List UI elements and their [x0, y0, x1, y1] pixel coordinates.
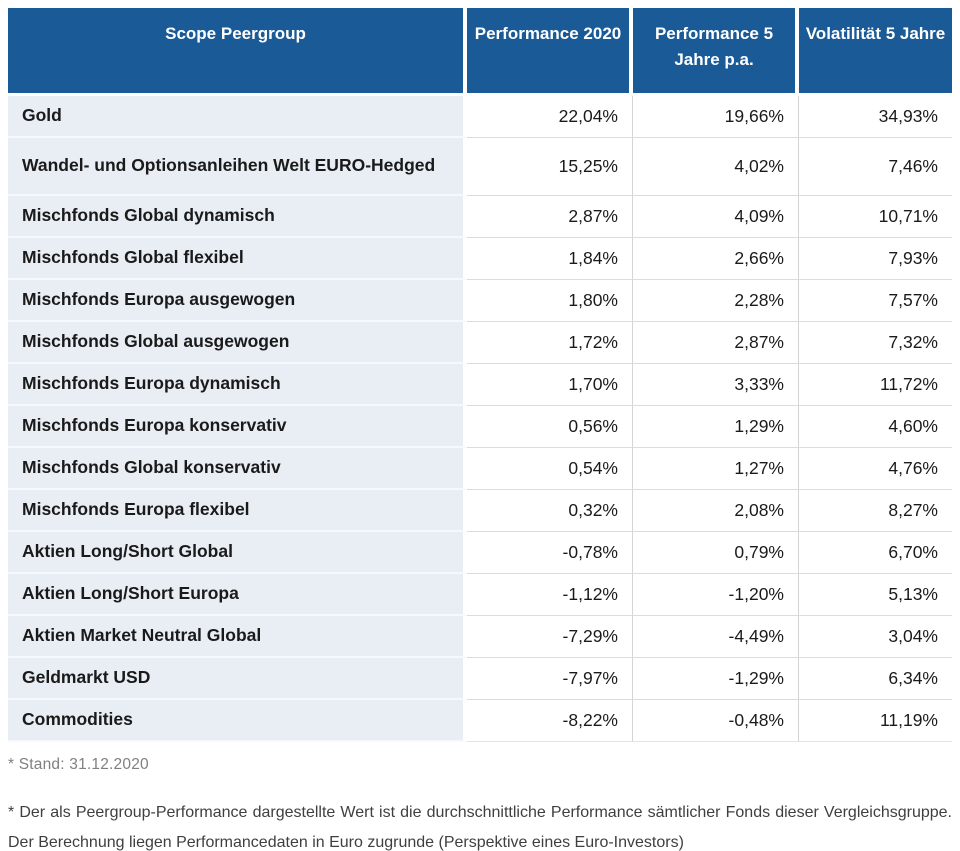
volatility-5y-value: 11,19%: [799, 700, 952, 742]
performance-5y-value: 0,79%: [633, 532, 799, 574]
peergroup-label: Mischfonds Europa flexibel: [8, 490, 467, 532]
performance-5y-value: -4,49%: [633, 616, 799, 658]
performance-5y-value: 4,02%: [633, 138, 799, 196]
volatility-5y-value: 3,04%: [799, 616, 952, 658]
table-row: Mischfonds Global flexibel 1,84% 2,66% 7…: [8, 238, 952, 280]
table-row: Mischfonds Europa flexibel 0,32% 2,08% 8…: [8, 490, 952, 532]
volatility-5y-value: 7,46%: [799, 138, 952, 196]
peergroup-label: Gold: [8, 96, 467, 138]
volatility-5y-value: 8,27%: [799, 490, 952, 532]
peergroup-label: Mischfonds Europa ausgewogen: [8, 280, 467, 322]
peergroup-label: Mischfonds Global konservativ: [8, 448, 467, 490]
peergroup-label: Mischfonds Global dynamisch: [8, 196, 467, 238]
performance-5y-value: -0,48%: [633, 700, 799, 742]
performance-2020-value: 0,32%: [467, 490, 633, 532]
peergroup-label: Commodities: [8, 700, 467, 742]
volatility-5y-value: 10,71%: [799, 196, 952, 238]
header-scope-peergroup: Scope Peergroup: [8, 8, 467, 96]
volatility-5y-value: 7,93%: [799, 238, 952, 280]
table-row: Commodities -8,22% -0,48% 11,19%: [8, 700, 952, 742]
footnote-disclaimer: * Der als Peergroup-Performance dargeste…: [8, 804, 952, 851]
performance-5y-value: 1,29%: [633, 406, 799, 448]
peergroup-label: Geldmarkt USD: [8, 658, 467, 700]
volatility-5y-value: 4,76%: [799, 448, 952, 490]
performance-2020-value: -1,12%: [467, 574, 633, 616]
performance-5y-value: -1,20%: [633, 574, 799, 616]
table-row: Mischfonds Europa konservativ 0,56% 1,29…: [8, 406, 952, 448]
performance-2020-value: 0,56%: [467, 406, 633, 448]
table-row: Mischfonds Global ausgewogen 1,72% 2,87%…: [8, 322, 952, 364]
performance-2020-value: -7,29%: [467, 616, 633, 658]
table-body: Gold 22,04% 19,66% 34,93% Wandel- und Op…: [8, 96, 952, 742]
header-performance-5y: Performance 5 Jahre p.a.: [633, 8, 799, 96]
header-volatility-5y: Volatilität 5 Jahre: [799, 8, 952, 96]
table-row: Wandel- und Optionsanleihen Welt EURO-He…: [8, 138, 952, 196]
volatility-5y-value: 6,34%: [799, 658, 952, 700]
table-row: Geldmarkt USD -7,97% -1,29% 6,34%: [8, 658, 952, 700]
performance-2020-value: -8,22%: [467, 700, 633, 742]
header-performance-2020: Performance 2020: [467, 8, 633, 96]
peergroup-label: Aktien Long/Short Global: [8, 532, 467, 574]
performance-2020-value: 1,72%: [467, 322, 633, 364]
performance-5y-value: 4,09%: [633, 196, 799, 238]
peergroup-label: Mischfonds Europa dynamisch: [8, 364, 467, 406]
table-row: Aktien Long/Short Global -0,78% 0,79% 6,…: [8, 532, 952, 574]
performance-2020-value: 22,04%: [467, 96, 633, 138]
table-row: Mischfonds Global dynamisch 2,87% 4,09% …: [8, 196, 952, 238]
performance-2020-value: 0,54%: [467, 448, 633, 490]
volatility-5y-value: 11,72%: [799, 364, 952, 406]
performance-2020-value: -0,78%: [467, 532, 633, 574]
table-row: Gold 22,04% 19,66% 34,93%: [8, 96, 952, 138]
table-row: Mischfonds Europa dynamisch 1,70% 3,33% …: [8, 364, 952, 406]
performance-5y-value: -1,29%: [633, 658, 799, 700]
performance-2020-value: 1,70%: [467, 364, 633, 406]
table-row: Mischfonds Global konservativ 0,54% 1,27…: [8, 448, 952, 490]
peergroup-label: Mischfonds Global ausgewogen: [8, 322, 467, 364]
performance-2020-value: 2,87%: [467, 196, 633, 238]
volatility-5y-value: 6,70%: [799, 532, 952, 574]
performance-2020-value: 1,80%: [467, 280, 633, 322]
peergroup-label: Aktien Long/Short Europa: [8, 574, 467, 616]
performance-2020-value: -7,97%: [467, 658, 633, 700]
performance-5y-value: 1,27%: [633, 448, 799, 490]
peergroup-performance-table: Scope Peergroup Performance 2020 Perform…: [8, 8, 952, 742]
peergroup-label: Mischfonds Global flexibel: [8, 238, 467, 280]
table-header: Scope Peergroup Performance 2020 Perform…: [8, 8, 952, 96]
footnote-as-of-date: * Stand: 31.12.2020: [8, 756, 149, 773]
peergroup-label: Aktien Market Neutral Global: [8, 616, 467, 658]
performance-5y-value: 2,66%: [633, 238, 799, 280]
volatility-5y-value: 34,93%: [799, 96, 952, 138]
volatility-5y-value: 5,13%: [799, 574, 952, 616]
volatility-5y-value: 7,32%: [799, 322, 952, 364]
table-row: Mischfonds Europa ausgewogen 1,80% 2,28%…: [8, 280, 952, 322]
volatility-5y-value: 7,57%: [799, 280, 952, 322]
performance-2020-value: 15,25%: [467, 138, 633, 196]
table-row: Aktien Market Neutral Global -7,29% -4,4…: [8, 616, 952, 658]
peergroup-label: Wandel- und Optionsanleihen Welt EURO-He…: [8, 138, 467, 196]
volatility-5y-value: 4,60%: [799, 406, 952, 448]
performance-5y-value: 19,66%: [633, 96, 799, 138]
performance-5y-value: 2,08%: [633, 490, 799, 532]
performance-5y-value: 3,33%: [633, 364, 799, 406]
performance-2020-value: 1,84%: [467, 238, 633, 280]
performance-5y-value: 2,28%: [633, 280, 799, 322]
performance-5y-value: 2,87%: [633, 322, 799, 364]
peergroup-label: Mischfonds Europa konservativ: [8, 406, 467, 448]
table-row: Aktien Long/Short Europa -1,12% -1,20% 5…: [8, 574, 952, 616]
